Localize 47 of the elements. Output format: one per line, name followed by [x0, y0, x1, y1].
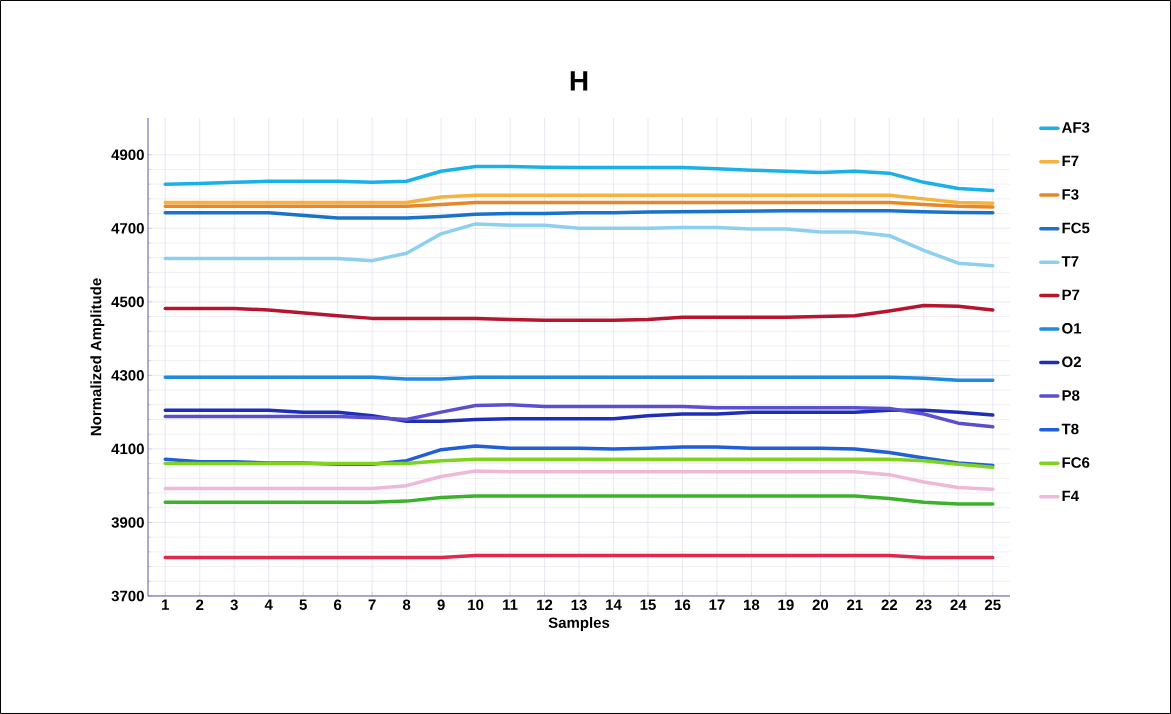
legend-label: F4: [1062, 490, 1079, 502]
x-tick-label: 22: [881, 599, 898, 610]
x-tick-label: 5: [299, 599, 307, 610]
x-tick-label: 8: [402, 599, 411, 611]
legend-label: T7: [1061, 256, 1079, 267]
x-tick-label: 9: [437, 599, 445, 611]
legend-label: P7: [1062, 289, 1080, 300]
legend-label: O2: [1062, 356, 1081, 368]
y-tick-label: 3700: [111, 590, 144, 602]
chart-title: H: [570, 71, 588, 91]
x-tick-label: 18: [744, 599, 760, 611]
legend-label: O1: [1062, 323, 1082, 334]
x-tick-label: 10: [468, 599, 484, 611]
x-tick-label: 11: [503, 599, 518, 610]
x-tick-label: 3: [230, 599, 238, 611]
x-tick-label: 15: [640, 599, 656, 610]
x-tick-label: 14: [606, 599, 622, 610]
x-tick-label: 12: [537, 599, 553, 610]
y-tick-label: 3900: [111, 517, 144, 528]
x-tick-label: 24: [950, 599, 967, 610]
y-tick-label: 4300: [111, 370, 144, 381]
y-tick-label: 4500: [111, 296, 144, 308]
legend-label: AF3: [1061, 122, 1090, 133]
y-tick-label: 4900: [111, 149, 144, 161]
y-tick-label: 4700: [111, 222, 144, 234]
y-tick-label: 4100: [111, 443, 144, 455]
x-tick-label: 7: [368, 599, 376, 610]
x-tick-label: 25: [984, 599, 1001, 611]
legend-label: T8: [1061, 423, 1079, 435]
x-axis-title: Samples: [548, 616, 610, 631]
x-tick-label: 17: [709, 599, 725, 610]
legend-label: F7: [1062, 155, 1079, 167]
x-tick-label: 20: [812, 599, 829, 611]
legend-label: FC6: [1062, 457, 1090, 468]
x-tick-label: 1: [162, 599, 169, 610]
x-tick-label: 19: [778, 599, 794, 611]
x-tick-label: 21: [847, 599, 863, 610]
x-tick-label: 16: [675, 599, 691, 611]
x-tick-label: 6: [334, 599, 342, 611]
x-tick-label: 13: [571, 599, 587, 611]
x-tick-label: 23: [915, 599, 932, 611]
legend-label: P8: [1062, 390, 1080, 401]
legend-label: FC5: [1062, 222, 1090, 234]
legend-label: F3: [1062, 189, 1079, 200]
x-tick-label: 2: [196, 599, 204, 610]
y-axis-title: Normalized Amplitude: [90, 278, 105, 436]
x-tick-label: 4: [264, 599, 273, 610]
